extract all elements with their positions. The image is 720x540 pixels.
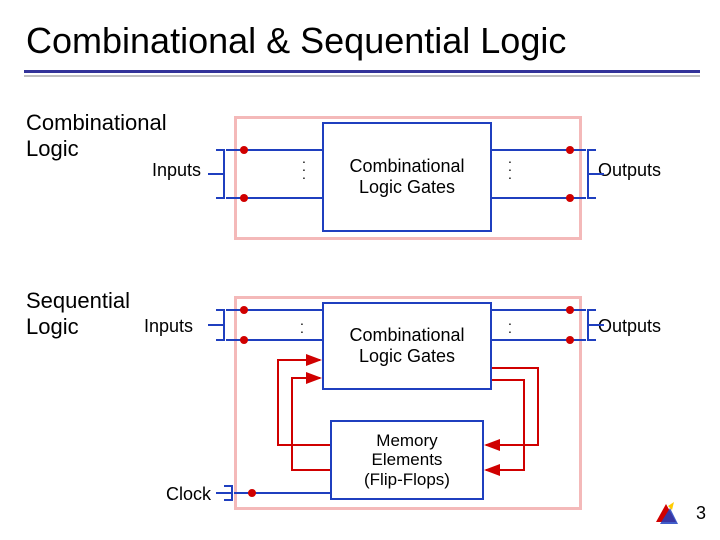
vdots-comb-left: ... <box>302 154 306 178</box>
logo-icon <box>652 500 680 526</box>
box-memory: Memory Elements (Flip-Flops) <box>330 420 484 500</box>
box-memory-line2: Elements <box>372 450 443 469</box>
label-outputs-seq: Outputs <box>598 316 661 337</box>
box-memory-line3: (Flip-Flops) <box>364 470 450 489</box>
label-clock: Clock <box>166 484 211 505</box>
slide-title: Combinational & Sequential Logic <box>26 20 566 62</box>
title-underline-blue <box>24 70 700 73</box>
box-comb-gates: Combinational Logic Gates <box>322 122 492 232</box>
label-inputs-seq: Inputs <box>144 316 193 337</box>
section-heading-combinational-2: Logic <box>26 136 79 162</box>
title-underline-gray <box>24 75 700 77</box>
label-outputs-comb: Outputs <box>598 160 661 181</box>
vdots-comb-right: ... <box>508 154 512 178</box>
vdots-seq-right: ... <box>508 316 512 340</box>
page-number: 3 <box>696 503 706 524</box>
label-inputs-comb: Inputs <box>152 160 201 181</box>
section-heading-combinational-1: Combinational <box>26 110 167 136</box>
box-seq-gates-line1: Combinational <box>349 325 464 345</box>
vdots-seq-left: ... <box>300 316 304 340</box>
section-heading-sequential-2: Logic <box>26 314 79 340</box>
section-heading-sequential-1: Sequential <box>26 288 130 314</box>
box-comb-gates-line1: Combinational <box>349 156 464 176</box>
box-seq-gates: Combinational Logic Gates <box>322 302 492 390</box>
box-seq-gates-line2: Logic Gates <box>359 346 455 366</box>
box-memory-line1: Memory <box>376 431 437 450</box>
box-comb-gates-line2: Logic Gates <box>359 177 455 197</box>
